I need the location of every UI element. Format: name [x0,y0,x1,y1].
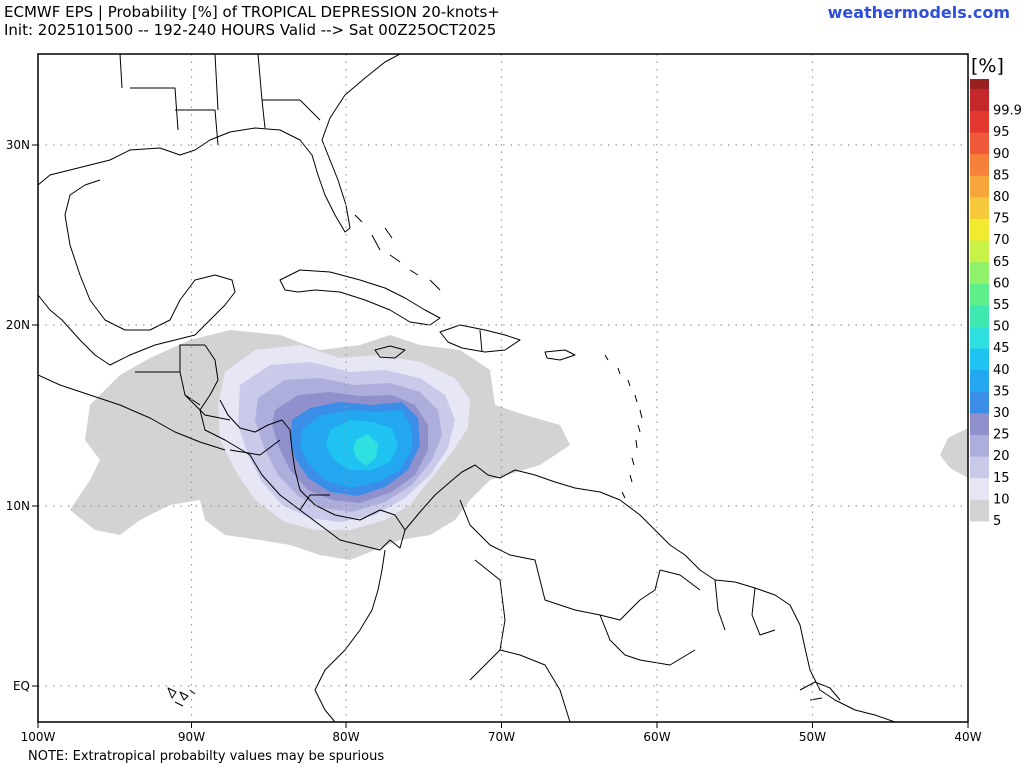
colorbar-swatch-80 [970,175,989,198]
lesser-antilles [604,354,643,499]
colorbar-label-99-9: 99.9 [993,104,1022,119]
colorbar-label-95: 95 [993,125,1010,140]
colorbar-swatch-5 [970,499,989,522]
lon-label-60w: 60W [643,730,670,744]
colorbar-label-60: 60 [993,276,1010,291]
probability-shading [70,330,968,560]
lon-label-50w: 50W [799,730,826,744]
bahamas [354,214,441,291]
map-area [38,54,968,722]
central-america-borders [135,344,330,511]
colorbar-label-50: 50 [993,320,1010,335]
lat-label-10n: 10N [6,499,30,513]
colorbar-swatch-50 [970,305,989,327]
footer-note: NOTE: Extratropical probabilty values ma… [28,749,385,764]
chart-subtitle: Init: 2025101500 -- 192-240 HOURS Valid … [4,21,497,39]
hispaniola [439,324,521,353]
graticule [38,54,968,722]
mexico-coastline [38,179,236,366]
lon-label-70w: 70W [488,730,515,744]
colorbar-top-cap [970,79,989,89]
colorbar-swatch-75 [970,197,989,219]
south-america-borders [459,499,776,722]
coastlines [38,54,896,722]
puerto-rico [544,349,576,361]
lon-label-80w: 80W [332,730,359,744]
lon-label-100w: 100W [21,730,56,744]
colorbar-swatch-95 [970,110,989,133]
lon-label-40w: 40W [954,730,981,744]
colorbar-label-30: 30 [993,406,1010,421]
colorbar-label-75: 75 [993,212,1010,227]
colorbar-label-85: 85 [993,168,1010,183]
prob-45 [353,434,378,466]
galapagos [167,687,196,707]
colorbar-unit-label: [%] [971,55,1004,77]
colorbar-swatch-30 [970,391,989,414]
probability-map: 100W 90W 80W 70W 60W 50W 40W 30N 20N 10N… [6,53,1022,744]
jamaica [374,345,406,359]
colorbar-label-20: 20 [993,449,1010,464]
colorbar-label-10: 10 [993,492,1010,507]
colorbar-swatch-15 [970,456,989,479]
chart-title: ECMWF EPS | Probability [%] of TROPICAL … [4,3,500,21]
colorbar-swatch-40 [970,348,989,371]
colorbar-swatch-65 [970,240,989,263]
lat-label-eq: EQ [13,679,30,693]
colorbar-label-65: 65 [993,255,1010,270]
colorbar-swatch-45 [970,326,989,349]
colorbar-swatch-25 [970,413,989,435]
brand-link[interactable]: weathermodels.com [827,3,1010,22]
colorbar-swatch-20 [970,434,989,457]
lon-label-90w: 90W [178,730,205,744]
colorbar-swatch-35 [970,369,989,392]
us-state-lines [119,54,321,146]
colorbar-label-90: 90 [993,147,1010,162]
colorbar-label-25: 25 [993,428,1010,443]
map-frame [37,53,969,723]
prob-5-east [940,428,968,478]
colorbar-label-80: 80 [993,190,1010,205]
colorbar-label-70: 70 [993,233,1010,248]
colorbar-swatch-90 [970,132,989,155]
us-coastline [38,54,401,233]
lat-label-20n: 20N [6,318,30,332]
colorbar-swatch-70 [970,218,989,241]
colorbar-swatch-55 [970,283,989,306]
colorbar-label-5: 5 [993,514,1001,529]
colorbar-swatch-99-9 [970,89,989,111]
cuba [279,269,441,326]
colorbar-label-35: 35 [993,384,1010,399]
colorbar-swatch-85 [970,153,989,176]
colorbar-label-55: 55 [993,298,1010,313]
colorbar-swatch-10 [970,477,989,500]
colorbar-swatch-60 [970,261,989,284]
central-america-coastline [38,344,406,551]
colorbar-label-45: 45 [993,341,1010,356]
colorbar-label-15: 15 [993,471,1010,486]
colorbar-label-40: 40 [993,363,1010,378]
south-america-coastline [314,464,896,722]
colorbar: 5 10 15 20 25 30 35 40 45 50 55 60 65 70 75 80 85 90 95 99.… [970,79,1022,529]
axis-ticks [32,144,969,728]
lat-label-30n: 30N [6,138,30,152]
